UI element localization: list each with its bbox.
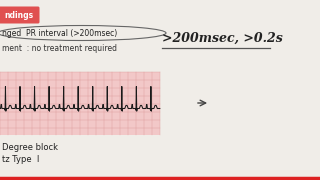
Text: >200msec, >0.2s: >200msec, >0.2s [162,31,283,44]
Text: ment  : no treatment required: ment : no treatment required [2,44,117,53]
Text: nged  PR interval (>200msec): nged PR interval (>200msec) [2,28,117,37]
Text: tz Type  I: tz Type I [2,156,39,165]
Text: ndings: ndings [4,11,34,20]
Text: Degree block: Degree block [2,143,58,152]
Bar [0,72,160,135]
FancyBboxPatch shape [0,6,39,24]
